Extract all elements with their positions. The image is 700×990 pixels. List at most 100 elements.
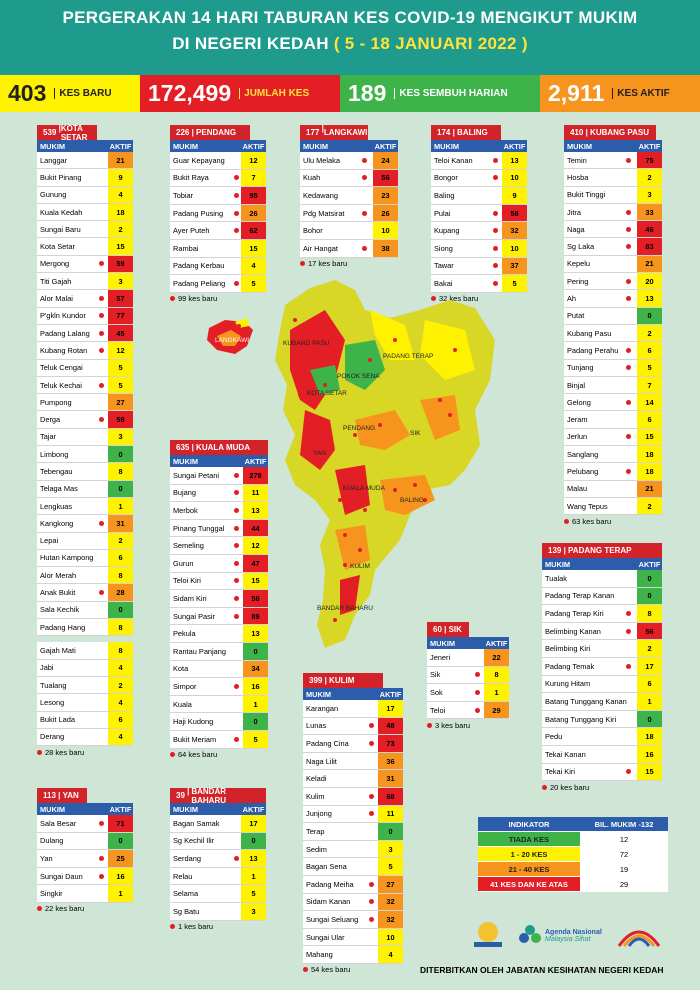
mukim-name: Relau — [173, 871, 193, 881]
mukim-name: Teluk Cengai — [40, 363, 83, 373]
case-marker — [358, 548, 362, 552]
case-marker — [298, 393, 302, 397]
aktif-value: 45 — [108, 324, 133, 342]
district-table-kota-setar: 539 | KOTA SETAR MUKIM AKTIF Langgar 21 Bukit… — [37, 124, 133, 758]
aktif-value: 10 — [373, 222, 398, 239]
table-row: Sungai Petani 278 — [170, 467, 268, 485]
map-label-pokok-sena: POKOK SENA — [337, 373, 380, 380]
table-row: Yan 25 — [37, 850, 133, 868]
aktif-value: 11 — [378, 805, 403, 823]
aktif-value: 9 — [108, 169, 133, 186]
aktif-value: 4 — [241, 257, 266, 275]
table-row: Padang Temak 17 — [542, 657, 662, 676]
table-row: Sedim 3 — [303, 840, 403, 859]
table-row: Guar Kepayang 12 — [170, 152, 266, 170]
aktif-value: 8 — [108, 567, 133, 584]
table-row: Kangkong 31 — [37, 515, 133, 533]
aktif-value: 1 — [243, 695, 268, 713]
new-case-dot — [234, 192, 239, 198]
new-case-dot — [626, 226, 631, 232]
new-case-dot — [493, 228, 498, 234]
mukim-name: Bukit Lada — [40, 715, 75, 725]
mukim-name: Kurung Hitam — [545, 679, 591, 689]
table-row: Pekula 13 — [170, 625, 268, 643]
case-marker — [423, 498, 427, 502]
new-case-dot — [475, 689, 480, 695]
rainbow-icon — [617, 930, 661, 947]
mukim-name: Gunung — [40, 190, 67, 200]
aktif-value: 20 — [637, 273, 662, 290]
mukim-name: Kangkong — [40, 518, 74, 528]
stat-value: 2,911 — [548, 80, 605, 106]
mukim-name: Baling — [434, 190, 455, 200]
aktif-value: 13 — [241, 850, 266, 867]
aktif-value: 21 — [637, 255, 662, 273]
table-row: Pinang Tunggal 44 — [170, 519, 268, 538]
mukim-name: Hutan Kampong — [40, 553, 94, 563]
table-row: P'gkln Kundor 77 — [37, 307, 133, 325]
mukim-name: Sungai Pasir — [173, 611, 215, 621]
aktif-value: 31 — [108, 515, 133, 532]
aktif-value: 15 — [637, 428, 662, 446]
aktif-value: 95 — [241, 187, 266, 204]
aktif-value: 8 — [108, 463, 133, 480]
mukim-name: Tekai Kanan — [545, 749, 586, 759]
aktif-value: 6 — [637, 342, 662, 359]
aktif-value: 7 — [241, 169, 266, 187]
title-line-1: PERGERAKAN 14 HARI TABURAN KES COVID-19 … — [62, 8, 638, 27]
new-case-dot — [542, 784, 547, 790]
mukim-name: Lunas — [306, 721, 327, 731]
new-cases-note: 22 kes baru — [37, 903, 133, 915]
mukim-name: Padang Terap Kiri — [545, 608, 604, 618]
aktif-value: 278 — [243, 467, 268, 484]
table-row: Sungai Ular 10 — [303, 928, 403, 947]
new-cases-note: 54 kes baru — [303, 964, 403, 976]
indicator-row: 21 - 40 KES 19 — [478, 862, 668, 877]
stat-value: 172,499 — [148, 80, 232, 106]
mukim-name: Keladi — [306, 774, 327, 784]
table-row: Batang Tunggang Kiri 0 — [542, 710, 662, 729]
aktif-value: 46 — [637, 221, 662, 238]
new-case-dot — [427, 722, 432, 728]
case-marker — [343, 473, 347, 477]
aktif-value: 25 — [108, 850, 133, 867]
mukim-name: Singkir — [40, 889, 63, 899]
aktif-value: 17 — [378, 700, 403, 717]
new-case-dot — [234, 490, 239, 496]
mukim-name: Kota — [173, 664, 189, 674]
table-row: Baling 9 — [431, 187, 527, 205]
mukim-name: Sidam Kanan — [306, 897, 351, 907]
table-row: Sg Batu 3 — [170, 902, 266, 921]
stat-2: 189 KES SEMBUH HARIAN — [340, 75, 540, 112]
aktif-value: 3 — [108, 273, 133, 290]
table-row: Alor Merah 8 — [37, 567, 133, 585]
table-row: Teluk Kechai 5 — [37, 376, 133, 395]
kkm-logo — [468, 920, 508, 950]
table-row: Padang Hang 8 — [37, 619, 133, 637]
aktif-value: 0 — [241, 832, 266, 850]
district-header: 226 | PENDANG — [170, 125, 250, 140]
map-label-langkawi: LANGKAWI — [215, 337, 249, 344]
aktif-value: 10 — [502, 169, 527, 187]
new-case-dot — [626, 209, 631, 215]
aktif-value: 59 — [108, 255, 133, 273]
table-row: Simpor 16 — [170, 678, 268, 696]
district-table-kubang-pasu: 410 | KUBANG PASU MUKIM AKTIF Temin 75 Hosba 2… — [564, 125, 662, 527]
aktif-value: 2 — [108, 676, 133, 694]
new-cases-note: 99 kes baru — [170, 293, 266, 305]
case-marker — [308, 378, 312, 382]
aktif-value: 28 — [108, 584, 133, 601]
mukim-name: Padang Kerbau — [173, 261, 225, 271]
column-headers: MUKIM AKTIF — [170, 803, 266, 815]
aktif-value: 73 — [378, 735, 403, 752]
aktif-value: 12 — [241, 152, 266, 169]
new-case-dot — [369, 723, 374, 729]
table-row: Sidam Kiri 56 — [170, 590, 268, 608]
aktif-value: 4 — [378, 946, 403, 963]
stat-value: 403 — [8, 80, 47, 106]
table-row: Rantau Panjang 0 — [170, 642, 268, 661]
new-cases-note: 20 kes baru — [542, 781, 662, 793]
table-row: Malau 21 — [564, 480, 662, 498]
aktif-value: 48 — [378, 717, 403, 735]
aktif-value: 21 — [637, 480, 662, 497]
